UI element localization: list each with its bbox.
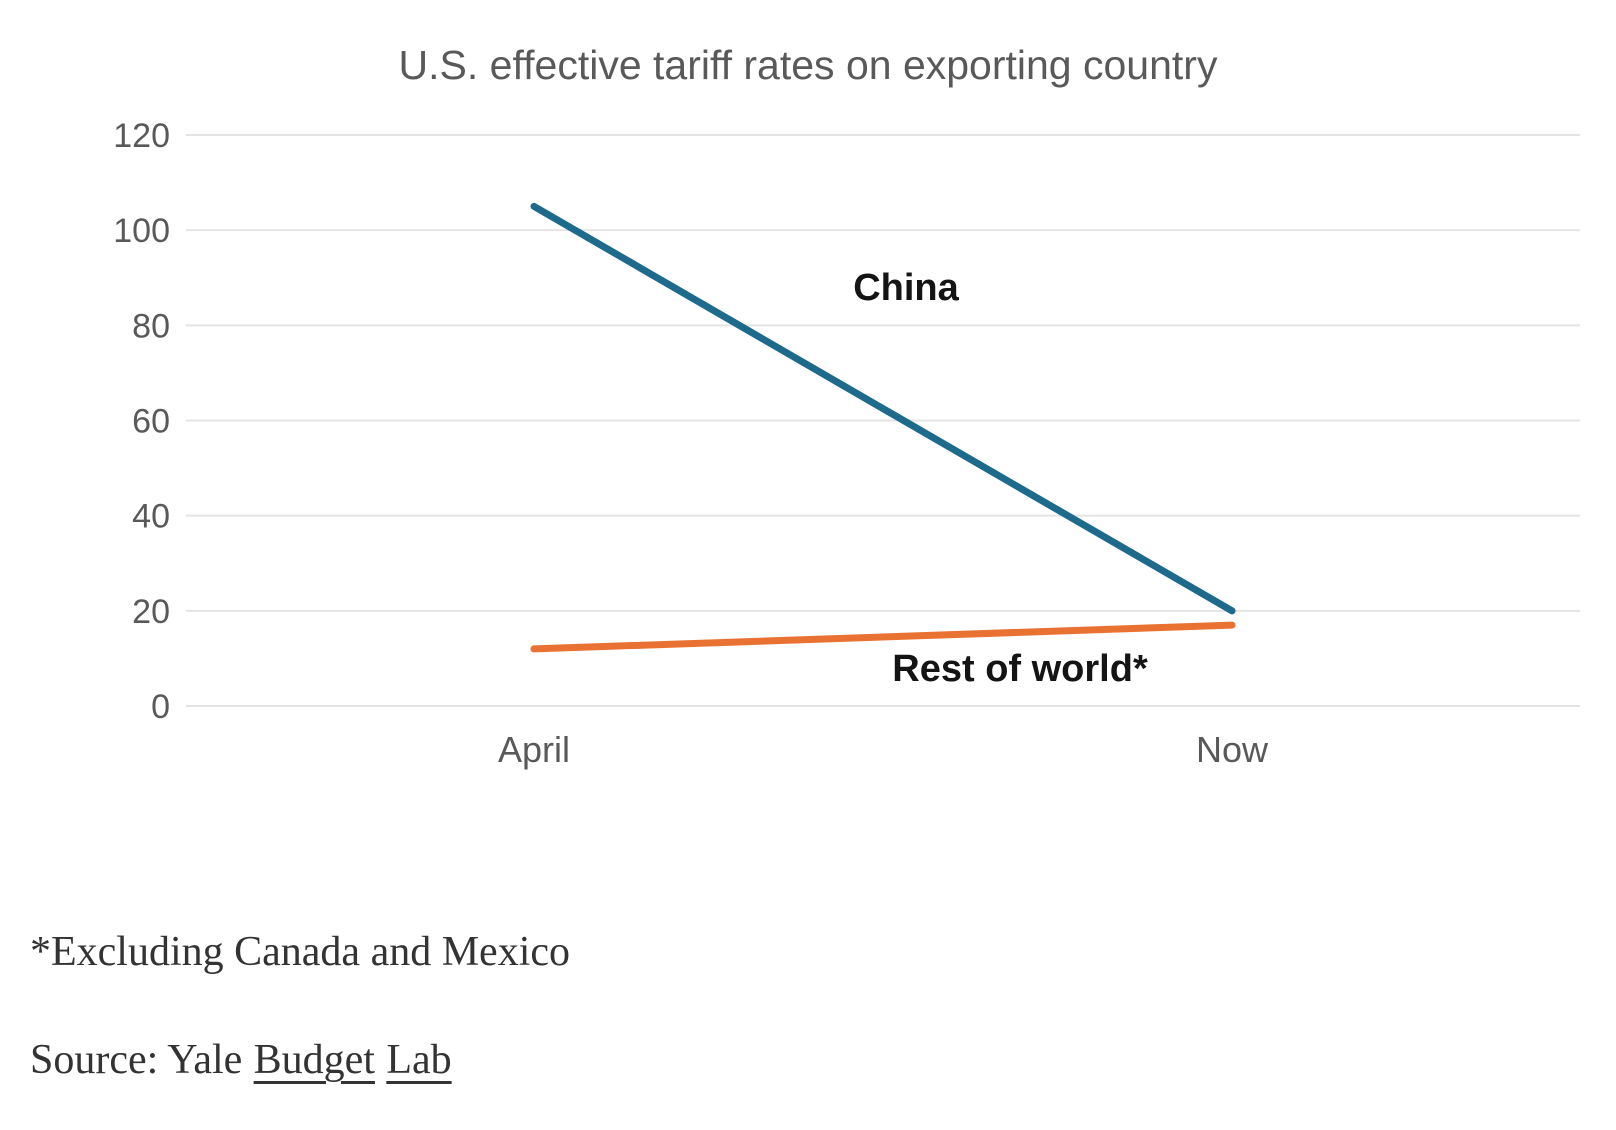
x-axis-category-label: Now [1196,729,1269,770]
chart-title: U.S. effective tariff rates on exporting… [398,42,1218,88]
y-axis-tick-label: 0 [151,688,170,726]
y-axis-tick-label: 60 [132,403,170,441]
footnote: *Excluding Canada and Mexico [30,929,571,975]
source-line: Source: Yale Budget Lab [30,1036,452,1084]
source-prefix: Source: Yale [30,1037,243,1083]
tariff-line-chart: 120 100 80 60 40 20 0 April Now China Rest of worl… [113,117,1580,770]
y-axis-tick-label: 80 [132,307,170,345]
y-axis-tick-label: 40 [132,498,170,536]
source-link-budget[interactable]: Budget [253,1037,375,1083]
series-line-1 [530,621,1236,653]
y-axis-tick-label: 120 [113,117,170,155]
y-axis-tick-label: 100 [113,212,170,250]
source-link-lab[interactable]: Lab [386,1037,452,1083]
series-line-0 [530,202,1236,615]
series-label-1: Rest of world* [892,648,1148,690]
y-axis-tick-label: 20 [132,593,170,631]
series-label-0: China [853,267,959,309]
x-axis-category-label: April [498,729,570,770]
